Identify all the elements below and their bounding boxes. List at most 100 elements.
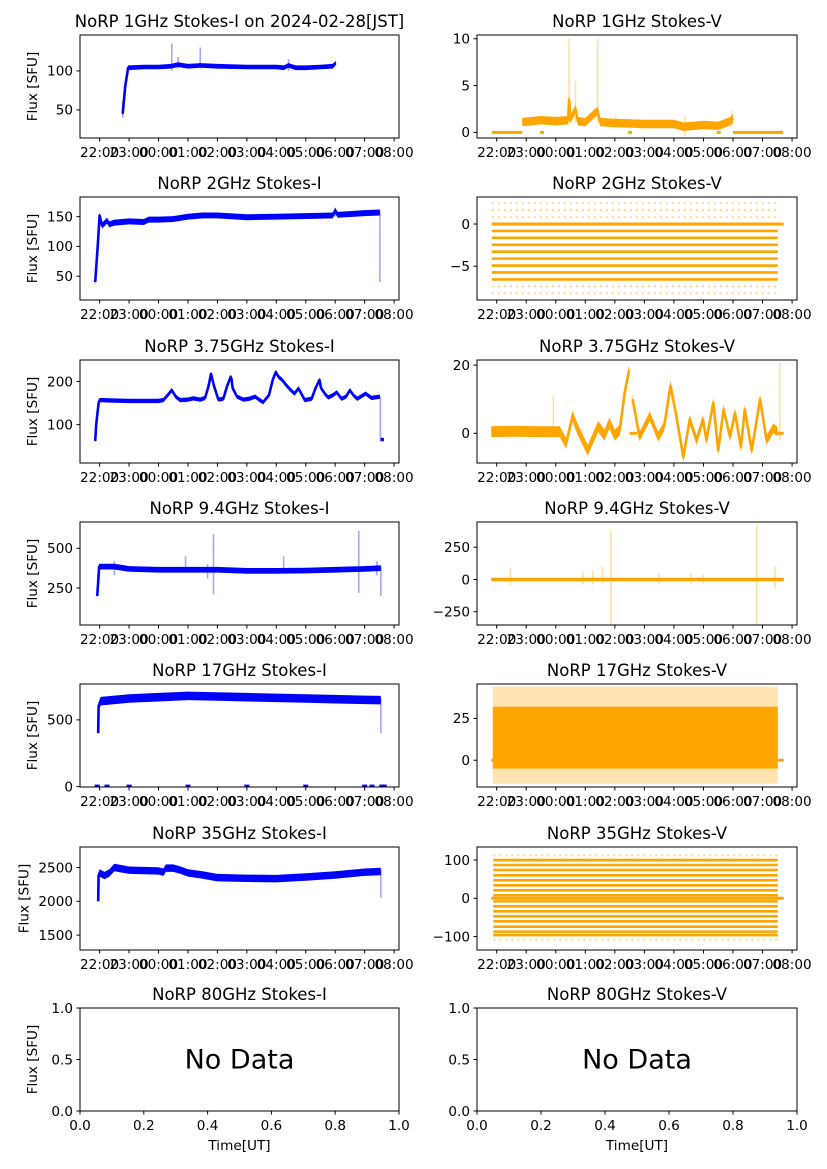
x-tick-label: 23:00 (109, 632, 148, 648)
x-tick-label: 08:00 (772, 307, 811, 323)
panel-17ghz-stokes-i: NoRP 17GHz Stokes-I22:0023:0000:0001:000… (25, 661, 413, 810)
series-line (93, 209, 380, 283)
x-tick-label: 22:00 (80, 632, 119, 648)
axes-frame (476, 34, 798, 139)
y-tick-label: 0.5 (448, 1052, 470, 1068)
panel-35ghz-stokes-v: NoRP 35GHz Stokes-V22:0023:0000:0001:000… (433, 824, 812, 973)
x-tick-label: 05:00 (286, 794, 325, 810)
y-tick-label: 1.0 (448, 1001, 470, 1017)
x-tick-label: 04:00 (257, 145, 296, 161)
x-tick-label: 01:00 (168, 145, 207, 161)
y-tick-label: 0 (461, 891, 470, 907)
series-line (95, 565, 381, 597)
y-tick-label: 0 (461, 426, 470, 442)
x-tick-label: 05:00 (286, 307, 325, 323)
x-tick-label: 05:00 (684, 957, 723, 973)
x-tick-label: 00:00 (139, 307, 178, 323)
y-tick-label: 2000 (38, 894, 73, 910)
panel-2ghz-stokes-v: NoRP 2GHz Stokes-V 22:0023:0000:0001:0002… (450, 174, 812, 323)
panel-title: NoRP 1GHz Stokes-V (552, 12, 722, 31)
x-tick-label: 23:00 (507, 632, 546, 648)
x-tick-label: 02:00 (595, 307, 634, 323)
y-tick-label: 1500 (38, 928, 73, 944)
series-band (97, 563, 381, 599)
panel-title: NoRP 35GHz Stokes-V (547, 824, 728, 843)
y-tick-label: 250 (444, 540, 470, 556)
x-tick-label: 0.8 (722, 1118, 744, 1134)
x-tick-label: 07:00 (345, 632, 384, 648)
series-line (96, 694, 381, 734)
y-tick-label: 0.0 (448, 1104, 470, 1120)
plot-area (96, 863, 382, 905)
y-tick-label: 0 (64, 779, 73, 795)
x-tick-label: 05:00 (684, 145, 723, 161)
y-tick-label: 100 (444, 853, 470, 869)
x-tick-label: 08:00 (374, 307, 413, 323)
x-tick-label: 05:00 (684, 794, 723, 810)
x-tick-label: 22:00 (477, 470, 516, 486)
y-tick-label: −100 (433, 929, 470, 945)
x-tick-label: 07:00 (743, 794, 782, 810)
y-tick-label: 50 (56, 103, 73, 119)
y-tick-label: 2500 (38, 860, 73, 876)
x-tick-label: 00:00 (536, 307, 575, 323)
x-tick-label: 05:00 (286, 145, 325, 161)
series-line (96, 866, 381, 902)
x-tick-label: 22:00 (80, 307, 119, 323)
axes-frame (476, 683, 798, 788)
x-tick-label: 01:00 (168, 632, 207, 648)
x-tick-label: 03:00 (227, 957, 266, 973)
x-tick-label: 08:00 (374, 145, 413, 161)
zero-marker (94, 784, 100, 787)
plot-area (93, 369, 384, 444)
x-tick-label: 08:00 (374, 957, 413, 973)
panel-title: NoRP 35GHz Stokes-I (152, 824, 327, 843)
series-line (121, 62, 337, 114)
x-tick-label: 04:00 (257, 470, 296, 486)
y-axis-label: Flux [SFU] (25, 52, 41, 122)
x-tick-label: 08:00 (374, 470, 413, 486)
x-tick-label: 06:00 (713, 145, 752, 161)
x-tick-label: 03:00 (625, 470, 664, 486)
x-tick-label: 04:00 (654, 957, 693, 973)
no-data-annotation: No Data (582, 1045, 692, 1076)
x-tick-label: 06:00 (713, 470, 752, 486)
x-axis-label: Time[UT] (207, 1138, 270, 1154)
x-tick-label: 01:00 (566, 632, 605, 648)
zero-marker (381, 784, 387, 787)
panel-title: NoRP 17GHz Stokes-I (152, 661, 327, 680)
y-tick-label: 150 (47, 209, 73, 225)
x-tick-label: 07:00 (345, 307, 384, 323)
x-tick-label: 04:00 (654, 145, 693, 161)
x-tick-label: 23:00 (109, 794, 148, 810)
panel-title: NoRP 1GHz Stokes-I on 2024-02-28[JST] (75, 12, 405, 31)
x-tick-label: 0.0 (466, 1118, 488, 1134)
x-tick-label: 05:00 (286, 470, 325, 486)
series-band (522, 95, 733, 131)
panel-1ghz-stokes-i: NoRP 1GHz Stokes-I on 2024-02-28[JST] 22:… (25, 12, 413, 161)
x-tick-label: 04:00 (257, 957, 296, 973)
zero-marker (185, 784, 191, 787)
x-tick-label: 02:00 (198, 307, 237, 323)
x-tick-label: 03:00 (625, 957, 664, 973)
x-tick-label: 07:00 (743, 145, 782, 161)
x-tick-label: 08:00 (772, 957, 811, 973)
x-tick-label: 0.6 (261, 1118, 283, 1134)
plot-area (93, 207, 381, 286)
x-tick-label: 08:00 (374, 632, 413, 648)
x-tick-label: 08:00 (772, 632, 811, 648)
y-tick-label: 0.0 (51, 1104, 73, 1120)
x-tick-label: 02:00 (198, 470, 237, 486)
x-tick-label: 07:00 (345, 470, 384, 486)
panel-1ghz-stokes-v: NoRP 1GHz Stokes-V 22:0023:0000:0001:0002… (453, 12, 812, 161)
x-tick-label: 03:00 (227, 145, 266, 161)
x-tick-label: 07:00 (743, 307, 782, 323)
y-tick-label: 25 (453, 711, 470, 727)
x-tick-label: 06:00 (316, 470, 355, 486)
no-data-annotation: No Data (185, 1045, 295, 1076)
axes-frame (476, 521, 798, 626)
x-tick-label: 04:00 (257, 794, 296, 810)
x-tick-label: 00:00 (139, 794, 178, 810)
panel-title: NoRP 9.4GHz Stokes-I (149, 499, 329, 518)
x-tick-label: 06:00 (316, 957, 355, 973)
